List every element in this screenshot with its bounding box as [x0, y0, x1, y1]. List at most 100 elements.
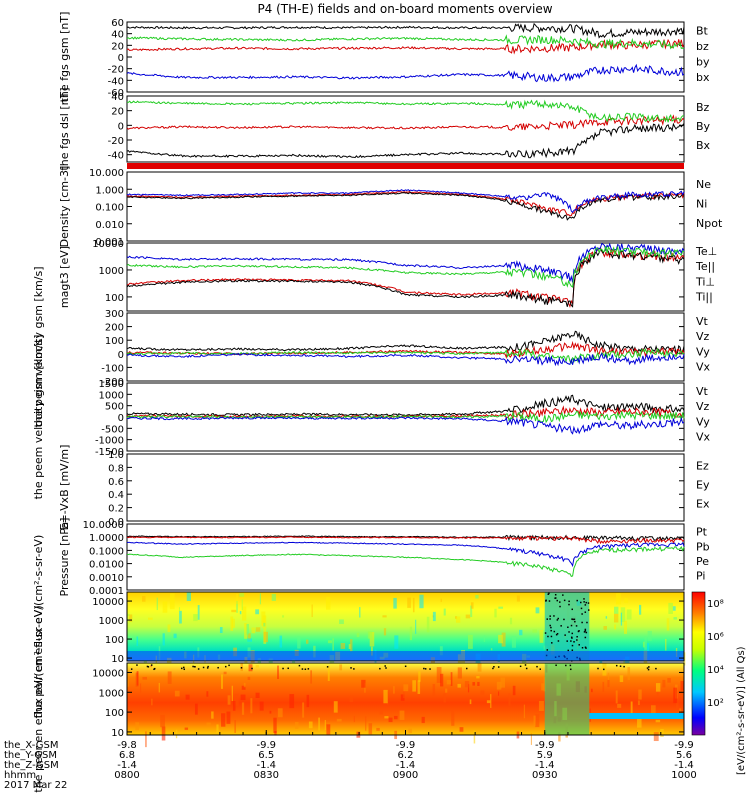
peer-texture	[457, 683, 461, 688]
x-row-3-value: 0800	[114, 770, 139, 781]
peim_velocity-ytick-label: -100	[101, 363, 124, 374]
fgs_gsm-series-0	[126, 22, 685, 39]
density-series-2	[126, 189, 685, 214]
peir-sparse-bin	[581, 646, 584, 649]
peer-texture	[457, 667, 462, 679]
peer-texture	[476, 676, 480, 679]
peer-sparse-bin	[647, 668, 650, 671]
peir-texture	[668, 602, 673, 614]
temperature-ytick-label: 1000	[99, 266, 124, 277]
pressure-series-0	[127, 534, 685, 542]
peer-texture	[630, 701, 633, 714]
peir-texture	[136, 636, 139, 646]
peir-sparse-bin	[583, 601, 585, 603]
peer-texture	[161, 726, 166, 741]
peer-texture	[336, 718, 342, 722]
peir-texture	[490, 648, 493, 651]
peir-sparse-bin	[586, 621, 588, 624]
peer-texture	[400, 694, 405, 701]
peer-texture	[393, 686, 395, 694]
peir-texture	[251, 627, 256, 634]
peir-sparse-bin	[587, 602, 590, 604]
temperature-series-3	[126, 245, 685, 288]
peir-sparse-bin	[560, 625, 562, 627]
peir-sparse-bin	[546, 649, 549, 651]
peim_velocity-ytick-label: 300	[105, 309, 124, 320]
efield-legend-0: Ez	[696, 459, 709, 472]
peer-texture	[240, 694, 246, 701]
peir-ytick-label: 100	[105, 635, 124, 646]
peer-texture	[223, 671, 227, 675]
peir-sparse-bin	[547, 593, 550, 595]
peir-low-energy-band	[127, 651, 684, 661]
peer-texture	[289, 694, 295, 709]
temperature-legend-2: Ti⊥	[695, 275, 715, 288]
pressure-legend-1: Pb	[696, 540, 710, 553]
peer-texture	[530, 733, 532, 745]
peir-sparse-bin	[584, 611, 587, 613]
peer-sparse-bin	[597, 667, 599, 670]
peer-texture	[436, 667, 442, 683]
peer-texture	[680, 681, 684, 691]
peer-texture	[151, 698, 153, 706]
x-row-1-value: 6.2	[398, 750, 414, 761]
peir-texture	[230, 616, 234, 631]
peir-sparse-bin	[581, 613, 583, 615]
density-ytick-label: 1.000	[95, 185, 124, 196]
peir-texture	[340, 643, 346, 649]
peer-texture	[535, 714, 540, 728]
panel-fgs_dsl: 40 20 0 -20 -40 the fgs dsl [nT] Bz By Bx	[58, 87, 711, 170]
peem_velocity-ytick-label: 1000	[99, 390, 124, 401]
peir-texture	[626, 609, 632, 620]
peir-sparse-bin	[557, 617, 559, 620]
peer-sparse-bin	[326, 666, 329, 668]
peir-texture	[369, 632, 375, 647]
peir-sparse-bin	[585, 631, 588, 634]
peer-sparse-bin	[304, 668, 307, 671]
temperature-series-0	[126, 247, 685, 308]
peer-sparse-bin	[240, 667, 243, 669]
peer-texture	[662, 679, 666, 688]
peer-texture	[443, 693, 446, 703]
peir-texture	[255, 627, 261, 632]
peer-texture	[160, 714, 165, 728]
peer-sparse-bin	[192, 665, 194, 668]
peir-sparse-bin	[559, 605, 561, 608]
peim_velocity-ytick-label: 100	[105, 336, 124, 347]
peer-sparse-bin	[569, 664, 572, 667]
peer-texture	[379, 710, 384, 715]
peer-texture	[185, 694, 190, 700]
peer-texture	[273, 717, 277, 733]
x-row-3-value: 0830	[254, 770, 279, 781]
peir-sparse-bin	[576, 635, 578, 638]
peer-texture	[615, 690, 618, 704]
density-ylabel: Density [cm-3]	[58, 166, 71, 248]
peir-sparse-bin	[572, 618, 574, 621]
peir-sparse-bin	[570, 624, 573, 627]
peir-texture	[219, 627, 223, 634]
peer-ytick-label: 10000	[92, 668, 124, 679]
peer-sparse-bin	[217, 666, 219, 669]
peir-texture	[432, 611, 436, 622]
peer-sparse-bin	[251, 667, 253, 670]
peer-texture	[399, 710, 405, 720]
x-row-label-3: hhmm	[4, 770, 36, 781]
spacecraft-status-bar	[127, 163, 684, 169]
peer-texture	[469, 699, 472, 705]
peir-texture	[311, 604, 313, 618]
panel-pressure: 10.0000 1.0000 0.1000 0.0100 0.0010 0.0001 Pre…	[58, 518, 710, 597]
peer-texture	[498, 691, 500, 696]
peir-sparse-bin	[549, 615, 551, 617]
peer-spectrogram	[127, 663, 684, 735]
density-ytick-label: 0.010	[95, 220, 124, 231]
peer-sparse-bin	[423, 667, 425, 670]
peir-texture	[141, 595, 146, 602]
peir-texture	[247, 638, 253, 642]
peer-sparse-bin	[298, 664, 301, 667]
peim_velocity-ytick-label: 0	[118, 350, 124, 361]
peir-texture	[455, 616, 461, 623]
peer-texture	[255, 665, 259, 668]
peir-texture	[665, 638, 667, 651]
peir-sparse-bin	[563, 599, 566, 602]
